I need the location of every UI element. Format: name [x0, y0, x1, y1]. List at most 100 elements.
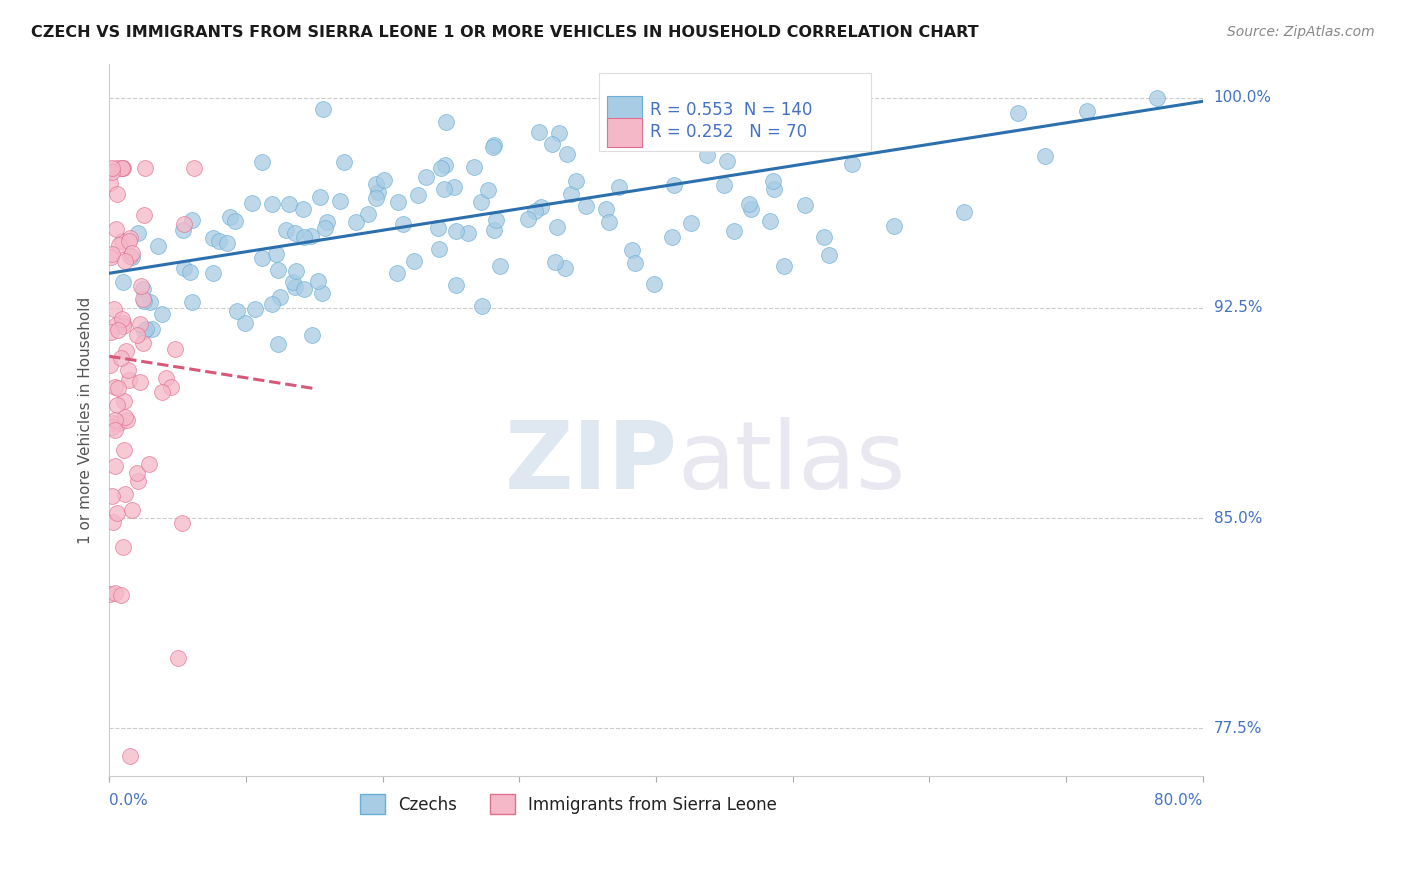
Point	[391, 217, 413, 231]
Point	[688, 109, 710, 123]
Text: Source: ZipAtlas.com: Source: ZipAtlas.com	[1227, 25, 1375, 39]
Point	[783, 132, 806, 146]
Point	[101, 247, 124, 261]
Point	[524, 203, 547, 218]
Point	[299, 229, 322, 244]
Point	[104, 585, 127, 599]
Point	[138, 457, 160, 471]
Point	[738, 197, 761, 211]
Point	[482, 138, 505, 153]
Point	[429, 161, 451, 175]
Point	[128, 474, 150, 488]
Point	[111, 161, 134, 175]
Point	[264, 247, 287, 261]
Point	[284, 264, 307, 278]
Point	[155, 371, 177, 385]
Point	[98, 587, 121, 601]
Point	[226, 303, 249, 318]
Point	[560, 187, 582, 202]
Point	[696, 147, 718, 161]
Point	[111, 316, 134, 330]
Point	[112, 275, 135, 289]
Point	[224, 214, 246, 228]
Point	[952, 205, 974, 219]
Point	[818, 248, 841, 262]
Point	[218, 210, 240, 224]
Point	[366, 191, 388, 205]
Text: 85.0%: 85.0%	[1213, 510, 1263, 525]
Point	[104, 423, 127, 437]
Point	[172, 516, 194, 530]
Point	[98, 177, 121, 191]
Point	[314, 221, 336, 235]
Point	[387, 195, 409, 210]
Point	[530, 200, 553, 214]
Point	[121, 251, 143, 265]
Point	[117, 363, 139, 377]
Point	[482, 223, 505, 237]
Point	[778, 91, 800, 105]
Point	[108, 417, 131, 431]
Point	[333, 154, 356, 169]
Point	[112, 394, 135, 409]
Point	[139, 294, 162, 309]
Point	[546, 220, 568, 235]
Point	[463, 160, 485, 174]
Point	[529, 125, 551, 139]
Point	[344, 214, 367, 228]
Point	[262, 297, 284, 311]
Point	[173, 260, 195, 275]
Point	[292, 229, 315, 244]
Text: 77.5%: 77.5%	[1213, 721, 1263, 736]
Point	[183, 161, 205, 175]
Point	[110, 351, 132, 365]
Point	[544, 255, 567, 269]
Point	[356, 207, 378, 221]
Point	[166, 651, 188, 665]
Point	[105, 161, 128, 175]
Point	[661, 229, 683, 244]
Point	[434, 115, 457, 129]
Point	[127, 226, 149, 240]
Point	[444, 224, 467, 238]
Point	[426, 220, 449, 235]
Point	[112, 318, 135, 333]
Point	[740, 202, 762, 217]
Point	[329, 194, 352, 209]
Point	[277, 196, 299, 211]
Point	[841, 157, 863, 171]
Point	[132, 208, 155, 222]
Point	[804, 125, 827, 139]
Point	[208, 235, 231, 249]
Point	[366, 185, 388, 199]
Point	[488, 259, 510, 273]
Point	[415, 169, 437, 184]
Point	[284, 226, 307, 240]
Point	[107, 323, 129, 337]
FancyBboxPatch shape	[607, 96, 641, 125]
Point	[100, 489, 122, 503]
Point	[433, 158, 456, 172]
Text: atlas: atlas	[678, 417, 905, 508]
Point	[132, 324, 155, 338]
Point	[267, 263, 290, 277]
Point	[716, 154, 738, 169]
Point	[312, 102, 335, 116]
Point	[759, 214, 782, 228]
Point	[269, 290, 291, 304]
Point	[118, 249, 141, 263]
Point	[565, 174, 588, 188]
Point	[112, 443, 135, 458]
Point	[813, 230, 835, 244]
Point	[651, 126, 673, 140]
Point	[111, 234, 134, 248]
Text: 80.0%: 80.0%	[1154, 793, 1202, 807]
Point	[554, 261, 576, 276]
Point	[107, 380, 129, 394]
Point	[1146, 91, 1168, 105]
Point	[114, 486, 136, 500]
Point	[408, 187, 430, 202]
Point	[433, 182, 456, 196]
Point	[245, 301, 267, 316]
Point	[308, 190, 330, 204]
